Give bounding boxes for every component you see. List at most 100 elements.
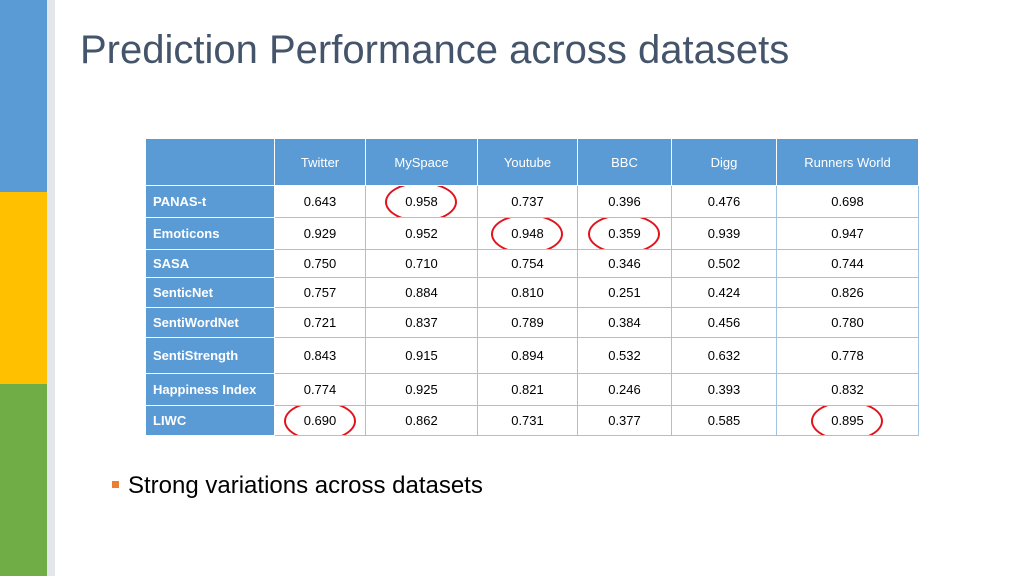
cell-text: 0.632 (707, 348, 741, 363)
table-cell: 0.958 (365, 185, 478, 218)
cell-text: 0.757 (303, 285, 337, 300)
cell-value: 0.456 (708, 315, 741, 330)
cell-value: 0.754 (511, 256, 544, 271)
cell-text: 0.585 (707, 413, 741, 428)
cell-value: 0.737 (511, 194, 544, 209)
table-cell: 0.754 (477, 249, 578, 278)
cell-value: 0.894 (511, 348, 544, 363)
table-cell: 0.744 (776, 249, 919, 278)
cell-value: 0.744 (831, 256, 864, 271)
cell-value: 0.710 (405, 256, 438, 271)
column-header: MySpace (365, 138, 478, 186)
table-cell: 0.359 (577, 217, 672, 250)
cell-text: 0.737 (511, 194, 544, 209)
cell-value: 0.774 (304, 382, 337, 397)
cell-text: 0.789 (511, 315, 544, 330)
table-cell: 0.843 (274, 337, 366, 374)
table-cell: 0.532 (577, 337, 672, 374)
cell-value: 0.837 (405, 315, 438, 330)
cell-value: 0.377 (608, 413, 641, 428)
table-cell: 0.832 (776, 373, 919, 406)
table-cell: 0.948 (477, 217, 578, 250)
cell-value: 0.502 (708, 256, 741, 271)
cell-text: 0.359 (608, 226, 641, 241)
cell-value: 0.832 (831, 382, 864, 397)
cell-value: 0.632 (708, 348, 741, 363)
cell-text: 0.832 (831, 382, 864, 397)
table-cell: 0.737 (477, 185, 578, 218)
cell-value: 0.757 (304, 285, 337, 300)
table-cell: 0.476 (671, 185, 777, 218)
table-corner-cell (145, 138, 275, 186)
table-cell: 0.884 (365, 277, 478, 308)
table-cell: 0.424 (671, 277, 777, 308)
table-row: LIWC 0.690 0.862 0.731 0.377 0.585 0.895 (145, 405, 919, 436)
cell-text: 0.948 (511, 226, 544, 241)
table-cell: 0.862 (365, 405, 478, 436)
cell-value: 0.780 (831, 315, 864, 330)
table-cell: 0.251 (577, 277, 672, 308)
cell-text: 0.384 (608, 315, 641, 330)
table-row: SentiStrength 0.843 0.915 0.894 0.532 0.632 0.… (145, 337, 919, 374)
cell-value: 0.915 (405, 348, 438, 363)
cell-text: 0.952 (405, 226, 438, 241)
table-cell: 0.821 (477, 373, 578, 406)
table-cell: 0.778 (776, 337, 919, 374)
cell-text: 0.643 (303, 194, 337, 209)
table-cell: 0.377 (577, 405, 672, 436)
table-cell: 0.929 (274, 217, 366, 250)
table-cell: 0.774 (274, 373, 366, 406)
side-stripe (47, 0, 55, 576)
table-row: Emoticons 0.929 0.952 0.948 0.359 0.939 0.947 (145, 217, 919, 250)
table-cell: 0.952 (365, 217, 478, 250)
row-header: Emoticons (145, 217, 275, 250)
row-header: SentiWordNet (145, 307, 275, 338)
side-bar-blue (0, 0, 47, 192)
cell-value: 0.643 (304, 194, 337, 209)
table-cell: 0.643 (274, 185, 366, 218)
table-header-row: Twitter MySpace Youtube BBC Digg Runners… (145, 138, 919, 186)
bullet-item: Strong variations across datasets (112, 472, 483, 500)
cell-text: 0.690 (303, 413, 337, 428)
cell-text: 0.731 (511, 413, 544, 428)
cell-text: 0.476 (707, 194, 741, 209)
cell-value: 0.948 (491, 218, 564, 249)
table-cell: 0.837 (365, 307, 478, 338)
cell-text: 0.780 (831, 315, 864, 330)
row-header: LIWC (145, 405, 275, 436)
cell-value: 0.384 (608, 315, 641, 330)
cell-value: 0.251 (608, 285, 641, 300)
cell-value: 0.778 (831, 348, 864, 363)
cell-value: 0.359 (588, 218, 661, 249)
cell-text: 0.947 (831, 226, 864, 241)
cell-value: 0.346 (608, 256, 641, 271)
column-header: Youtube (477, 138, 578, 186)
cell-text: 0.750 (303, 256, 337, 271)
cell-text: 0.396 (608, 194, 641, 209)
cell-value: 0.884 (405, 285, 438, 300)
cell-text: 0.377 (608, 413, 641, 428)
cell-text: 0.958 (405, 194, 438, 209)
cell-value: 0.789 (511, 315, 544, 330)
cell-text: 0.821 (511, 382, 544, 397)
cell-text: 0.837 (405, 315, 438, 330)
cell-value: 0.532 (608, 348, 641, 363)
cell-value: 0.393 (708, 382, 741, 397)
row-header: SenticNet (145, 277, 275, 308)
table-cell: 0.757 (274, 277, 366, 308)
cell-value: 0.939 (708, 226, 741, 241)
table-cell: 0.750 (274, 249, 366, 278)
cell-text: 0.810 (511, 285, 544, 300)
table-cell: 0.632 (671, 337, 777, 374)
table-cell: 0.721 (274, 307, 366, 338)
table-cell: 0.346 (577, 249, 672, 278)
cell-value: 0.750 (304, 256, 337, 271)
cell-value: 0.925 (405, 382, 438, 397)
column-header: Twitter (274, 138, 366, 186)
cell-text: 0.456 (707, 315, 741, 330)
cell-text: 0.862 (405, 413, 438, 428)
cell-value: 0.476 (708, 194, 741, 209)
side-bar-green (0, 384, 47, 576)
cell-text: 0.925 (405, 382, 438, 397)
